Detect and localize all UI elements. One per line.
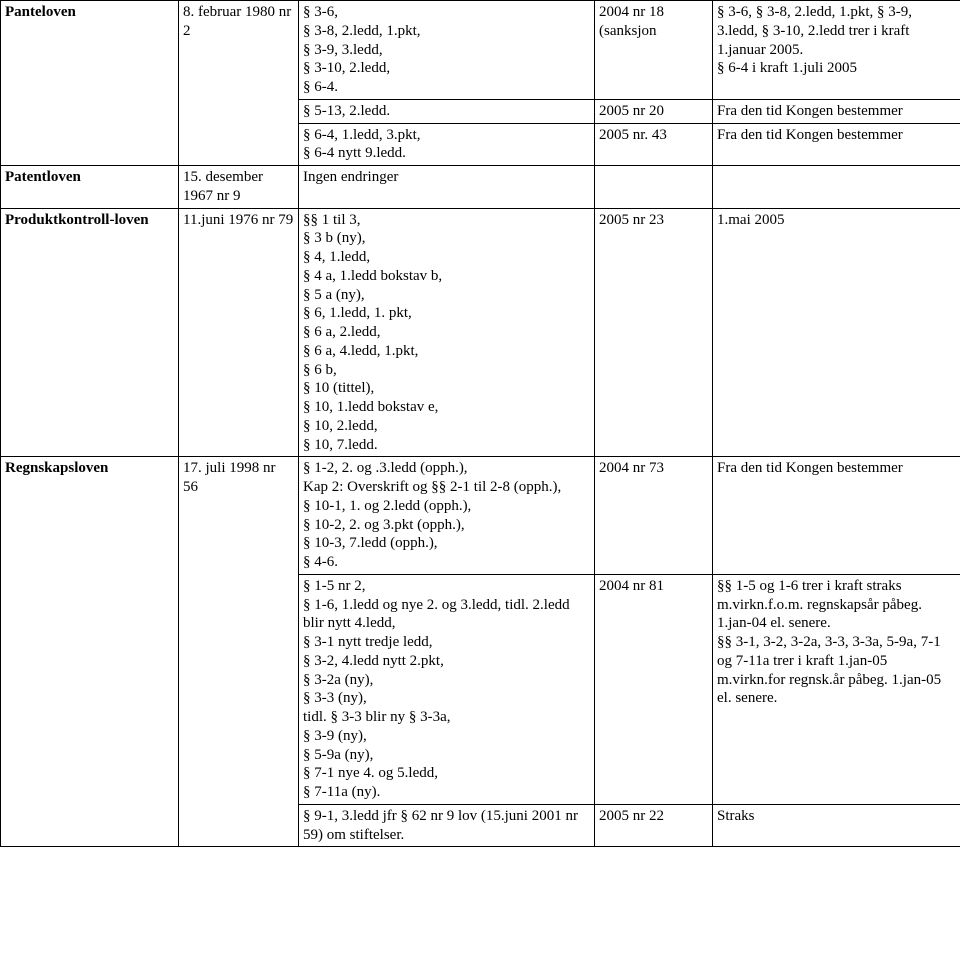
table-row: Panteloven 8. februar 1980 nr 2 § 3-6, §… xyxy=(1,1,960,100)
note-cell: Fra den tid Kongen bestemmer xyxy=(713,457,960,575)
reference-cell: 2005 nr 23 xyxy=(595,208,713,457)
law-name: Regnskapsloven xyxy=(1,457,179,847)
note-cell: Fra den tid Kongen bestemmer xyxy=(713,123,960,166)
reference-cell: 2004 nr 73 xyxy=(595,457,713,575)
law-date: 15. desember 1967 nr 9 xyxy=(179,166,299,209)
law-name: Panteloven xyxy=(1,1,179,166)
reference-cell: 2005 nr 20 xyxy=(595,99,713,123)
paragraph-cell: § 5-13, 2.ledd. xyxy=(299,99,595,123)
law-date: 8. februar 1980 nr 2 xyxy=(179,1,299,166)
paragraph-cell: § 1-5 nr 2, § 1-6, 1.ledd og nye 2. og 3… xyxy=(299,574,595,804)
reference-cell: 2005 nr. 43 xyxy=(595,123,713,166)
law-name: Produktkontroll-loven xyxy=(1,208,179,457)
paragraph-cell: § 1-2, 2. og .3.ledd (opph.), Kap 2: Ove… xyxy=(299,457,595,575)
law-name: Patentloven xyxy=(1,166,179,209)
paragraph-cell: § 9-1, 3.ledd jfr § 62 nr 9 lov (15.juni… xyxy=(299,804,595,847)
note-cell: Fra den tid Kongen bestemmer xyxy=(713,99,960,123)
law-date: 11.juni 1976 nr 79 xyxy=(179,208,299,457)
reference-cell: 2004 nr 18 (sanksjon xyxy=(595,1,713,100)
note-cell: §§ 1-5 og 1-6 trer i kraft straks m.virk… xyxy=(713,574,960,804)
paragraph-cell: § 3-6, § 3-8, 2.ledd, 1.pkt, § 3-9, 3.le… xyxy=(299,1,595,100)
paragraph-cell: Ingen endringer xyxy=(299,166,595,209)
note-cell: 1.mai 2005 xyxy=(713,208,960,457)
reference-cell: 2004 nr 81 xyxy=(595,574,713,804)
paragraph-cell: § 6-4, 1.ledd, 3.pkt, § 6-4 nytt 9.ledd. xyxy=(299,123,595,166)
note-cell: § 3-6, § 3-8, 2.ledd, 1.pkt, § 3-9, 3.le… xyxy=(713,1,960,100)
table-row: Regnskapsloven 17. juli 1998 nr 56 § 1-2… xyxy=(1,457,960,575)
paragraph-cell: §§ 1 til 3, § 3 b (ny), § 4, 1.ledd, § 4… xyxy=(299,208,595,457)
law-table: Panteloven 8. februar 1980 nr 2 § 3-6, §… xyxy=(0,0,960,847)
note-cell: Straks xyxy=(713,804,960,847)
law-date: 17. juli 1998 nr 56 xyxy=(179,457,299,847)
reference-cell: 2005 nr 22 xyxy=(595,804,713,847)
note-cell xyxy=(713,166,960,209)
reference-cell xyxy=(595,166,713,209)
table-row: Patentloven 15. desember 1967 nr 9 Ingen… xyxy=(1,166,960,209)
table-row: Produktkontroll-loven 11.juni 1976 nr 79… xyxy=(1,208,960,457)
